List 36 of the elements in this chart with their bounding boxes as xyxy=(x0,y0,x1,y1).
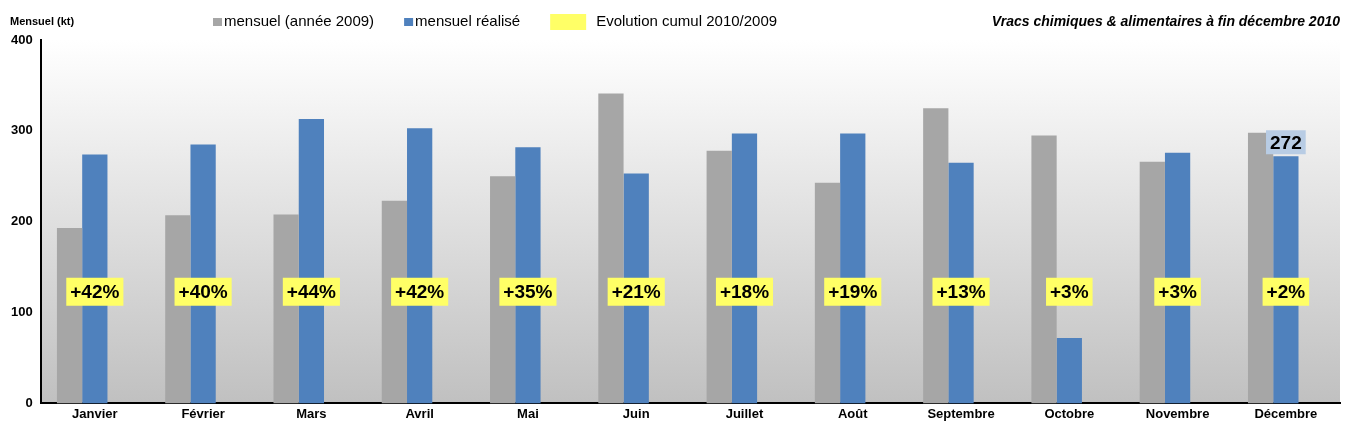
x-tick-label: Avril xyxy=(405,405,434,421)
annotation: +40% xyxy=(178,280,228,302)
x-tick-label: Mai xyxy=(517,405,539,421)
legend-label: mensuel réalisé xyxy=(415,12,521,30)
annotation: +35% xyxy=(503,280,553,302)
annotation: +42% xyxy=(395,280,445,302)
annotation: +21% xyxy=(611,280,661,302)
y-axis-title: Mensuel (kt) xyxy=(10,15,75,28)
x-tick-label: Janvier xyxy=(72,405,118,421)
y-tick-label: 400 xyxy=(10,31,33,47)
x-tick-label: Novembre xyxy=(1145,405,1210,421)
legend-label: mensuel (année 2009) xyxy=(224,12,375,30)
x-tick-label: Mars xyxy=(296,405,327,421)
x-tick-label: Septembre xyxy=(927,405,995,421)
chart-title: Vracs chimiques & alimentaires à fin décembre 2010 xyxy=(991,12,1341,29)
x-tick-label: Juillet xyxy=(725,405,764,421)
x-tick-label: Juin xyxy=(622,405,650,421)
annotation: +44% xyxy=(286,280,337,302)
annotation: +13% xyxy=(936,280,986,302)
annotation: +19% xyxy=(828,280,878,302)
y-tick-label: 200 xyxy=(10,213,33,229)
annotation: +18% xyxy=(719,280,770,302)
x-tick-label: Août xyxy=(837,405,869,421)
legend-label: Evolution cumul 2010/2009 xyxy=(596,12,778,30)
annotation: +3% xyxy=(1050,280,1089,302)
x-tick-label: Février xyxy=(181,405,225,421)
y-tick-label: 100 xyxy=(10,304,33,320)
y-tick-label: 300 xyxy=(10,122,33,138)
data-label: 272 xyxy=(1270,131,1302,153)
x-tick-label: Décembre xyxy=(1254,405,1318,421)
annotation: +2% xyxy=(1266,280,1306,302)
x-tick-label: Octobre xyxy=(1044,405,1095,421)
y-tick-label: 0 xyxy=(25,394,33,410)
annotation: +3% xyxy=(1158,280,1197,302)
annotation: +42% xyxy=(70,280,120,302)
bar xyxy=(1056,337,1082,404)
